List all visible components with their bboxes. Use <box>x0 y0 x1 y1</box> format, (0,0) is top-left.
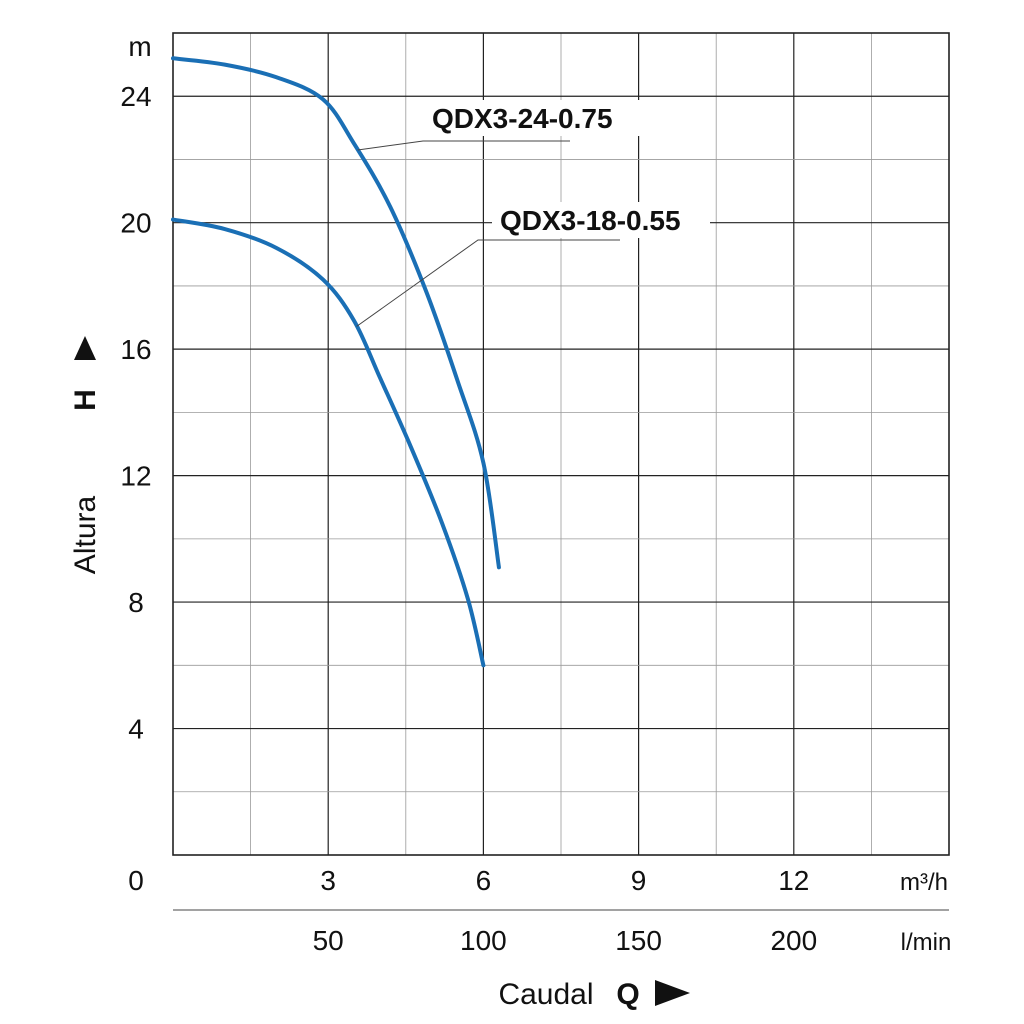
series-leader-line <box>357 140 570 151</box>
x-secondary-tick-label: 150 <box>615 925 662 956</box>
origin-label: 0 <box>128 865 144 896</box>
curves <box>171 56 501 668</box>
series-label-background <box>424 100 642 136</box>
x-tick-label: 12 <box>778 865 809 896</box>
series-label: QDX3-24-0.75 <box>432 103 613 134</box>
y-tick-label: 20 <box>120 208 151 239</box>
series-label-background <box>492 202 710 238</box>
x-secondary-tick-label: 100 <box>460 925 507 956</box>
x-secondary-tick-label: 200 <box>770 925 817 956</box>
x-axis-arrow-icon <box>655 980 690 1006</box>
x-unit-secondary: l/min <box>901 929 952 956</box>
plot-frame <box>172 32 950 856</box>
series-label: QDX3-18-0.55 <box>500 205 681 236</box>
x-tick-label: 3 <box>320 865 336 896</box>
y-axis-title: Altura H <box>69 336 102 574</box>
x-axis-label: Caudal <box>498 978 593 1011</box>
series-line-2 <box>171 217 486 668</box>
grid <box>173 33 949 855</box>
x-tick-label: 9 <box>631 865 647 896</box>
x-unit-primary: m³/h <box>900 869 948 896</box>
y-axis-symbol: H <box>69 389 102 411</box>
y-axis-arrow-icon <box>74 336 96 360</box>
y-tick-label: 12 <box>120 461 151 492</box>
tick-labels: 4 8 12 16 20 24 3 6 9 12 50 100 150 200 <box>120 81 817 956</box>
series-labels: QDX3-24-0.75 QDX3-18-0.55 <box>356 100 710 327</box>
y-tick-label: 24 <box>120 81 151 112</box>
series-line-1 <box>171 56 501 570</box>
x-tick-label: 6 <box>476 865 492 896</box>
y-axis-label: Altura <box>69 496 102 575</box>
y-unit-label: m <box>128 31 151 62</box>
y-tick-label: 16 <box>120 334 151 365</box>
x-secondary-tick-label: 50 <box>313 925 344 956</box>
series-leader-line <box>356 239 620 327</box>
x-axis-symbol: Q <box>616 978 639 1011</box>
y-tick-label: 8 <box>128 587 144 618</box>
y-tick-label: 4 <box>128 714 144 745</box>
